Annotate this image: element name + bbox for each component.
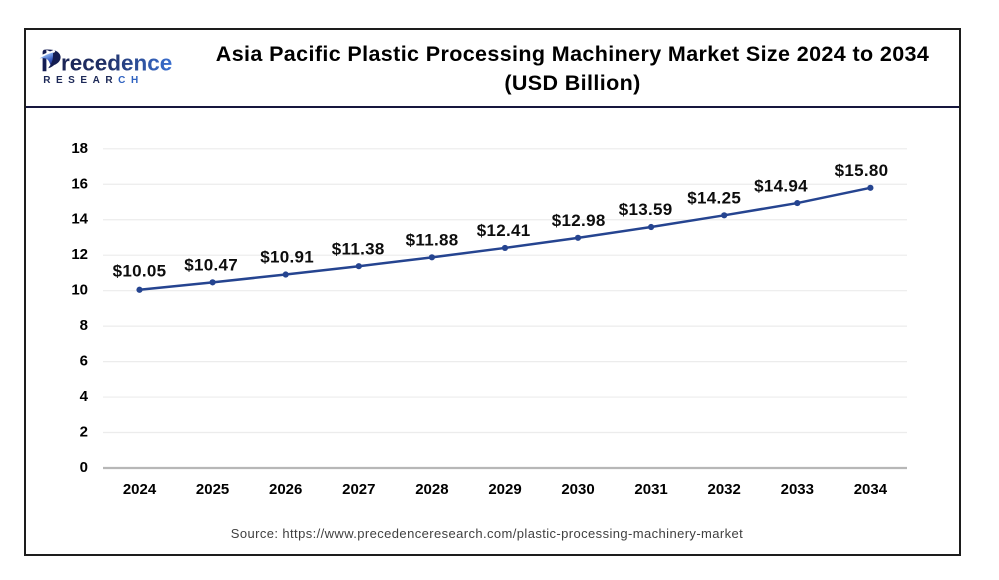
svg-text:$14.94: $14.94	[754, 176, 808, 195]
svg-text:$14.25: $14.25	[687, 189, 741, 208]
svg-text:2026: 2026	[269, 481, 302, 498]
svg-text:2032: 2032	[708, 481, 741, 498]
svg-text:$12.41: $12.41	[477, 221, 531, 240]
svg-text:2028: 2028	[415, 481, 448, 498]
svg-text:2034: 2034	[854, 481, 888, 498]
svg-text:$10.91: $10.91	[260, 248, 314, 267]
svg-text:$10.47: $10.47	[184, 256, 238, 275]
svg-text:$10.05: $10.05	[113, 262, 167, 281]
svg-text:$12.98: $12.98	[552, 211, 606, 230]
svg-text:2033: 2033	[781, 481, 814, 498]
svg-text:$13.59: $13.59	[619, 200, 673, 219]
svg-text:10: 10	[71, 282, 88, 299]
svg-text:0: 0	[80, 459, 88, 476]
svg-text:6: 6	[80, 353, 88, 370]
svg-text:RESEARCH: RESEARCH	[43, 75, 144, 86]
svg-text:recedence: recedence	[61, 51, 172, 76]
svg-text:12: 12	[71, 246, 88, 263]
svg-text:4: 4	[80, 388, 89, 405]
svg-text:16: 16	[71, 175, 88, 192]
svg-text:14: 14	[71, 211, 88, 228]
svg-text:2: 2	[80, 424, 88, 441]
svg-text:2025: 2025	[196, 481, 229, 498]
svg-text:$11.88: $11.88	[406, 231, 459, 250]
svg-text:$11.38: $11.38	[332, 239, 385, 258]
svg-text:18: 18	[71, 140, 88, 157]
svg-text:2029: 2029	[488, 481, 521, 498]
svg-text:2031: 2031	[634, 481, 667, 498]
svg-text:2024: 2024	[123, 481, 157, 498]
svg-text:$15.80: $15.80	[835, 161, 889, 180]
svg-text:8: 8	[80, 317, 88, 334]
svg-text:2027: 2027	[342, 481, 375, 498]
svg-text:2030: 2030	[561, 481, 594, 498]
